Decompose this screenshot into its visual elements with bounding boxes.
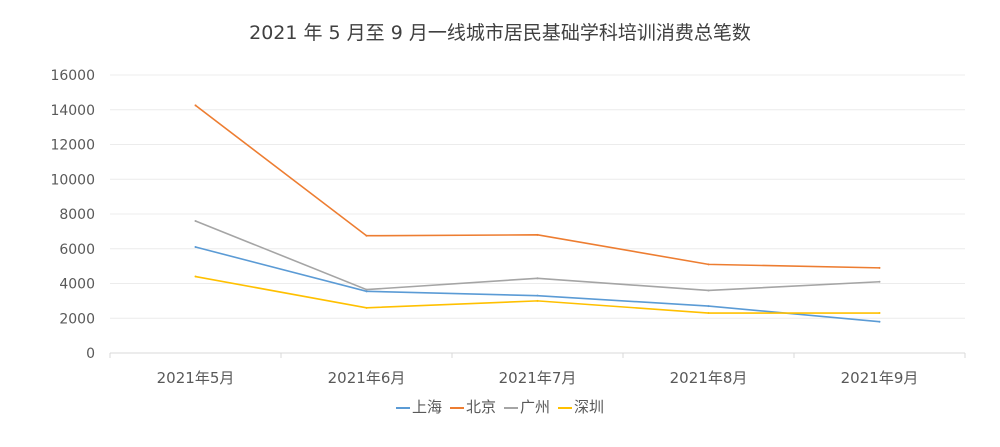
data-point [707,305,710,308]
y-tick-label: 4000 [59,277,95,293]
x-tick-label: 2021年7月 [499,369,577,387]
data-point [365,306,368,309]
legend-label: 深圳 [574,398,605,416]
legend-label: 上海 [411,398,442,416]
legend-label: 广州 [520,398,551,416]
legend-swatch [558,406,573,409]
data-point [194,246,197,249]
data-point [365,234,368,237]
data-point [536,294,539,297]
data-point [878,280,881,283]
series-line-0 [195,246,880,323]
y-tick-label: 10000 [50,172,95,188]
y-tick-label: 12000 [50,138,95,154]
data-point [365,290,368,293]
legend: 上海 北京 广州 深圳 [0,396,1000,417]
data-point [878,320,881,323]
x-tick-label: 2021年6月 [328,369,406,387]
data-point [194,104,197,107]
data-point [707,312,710,315]
y-tick-label: 0 [86,346,95,362]
x-tick-label: 2021年8月 [670,369,748,387]
data-point [194,275,197,278]
data-point [365,288,368,291]
legend-label: 北京 [465,398,496,416]
y-tick-label: 14000 [50,103,95,119]
series-line-2 [195,220,880,292]
data-point [536,233,539,236]
data-point [707,289,710,292]
data-point [194,219,197,222]
legend-swatch [395,406,410,409]
legend-item: 上海 [395,398,442,416]
series-line-1 [195,104,880,269]
data-point [707,263,710,266]
data-point [878,312,881,315]
legend-item: 深圳 [558,398,604,416]
x-tick-label: 2021年9月 [841,369,919,387]
legend-item: 广州 [504,398,550,416]
legend-item: 北京 [449,398,496,416]
data-point [878,266,881,269]
y-tick-label: 2000 [59,311,95,327]
y-tick-label: 8000 [59,207,95,223]
x-tick-label: 2021年5月 [157,369,235,387]
data-point [536,277,539,280]
data-point [536,299,539,302]
y-tick-label: 16000 [50,68,95,84]
legend-swatch [504,406,518,409]
chart-title: 2021 年 5 月至 9 月一线城市居民基础学科培训消费总笔数 [249,22,751,44]
y-tick-label: 6000 [59,242,95,258]
legend-swatch [449,406,464,409]
